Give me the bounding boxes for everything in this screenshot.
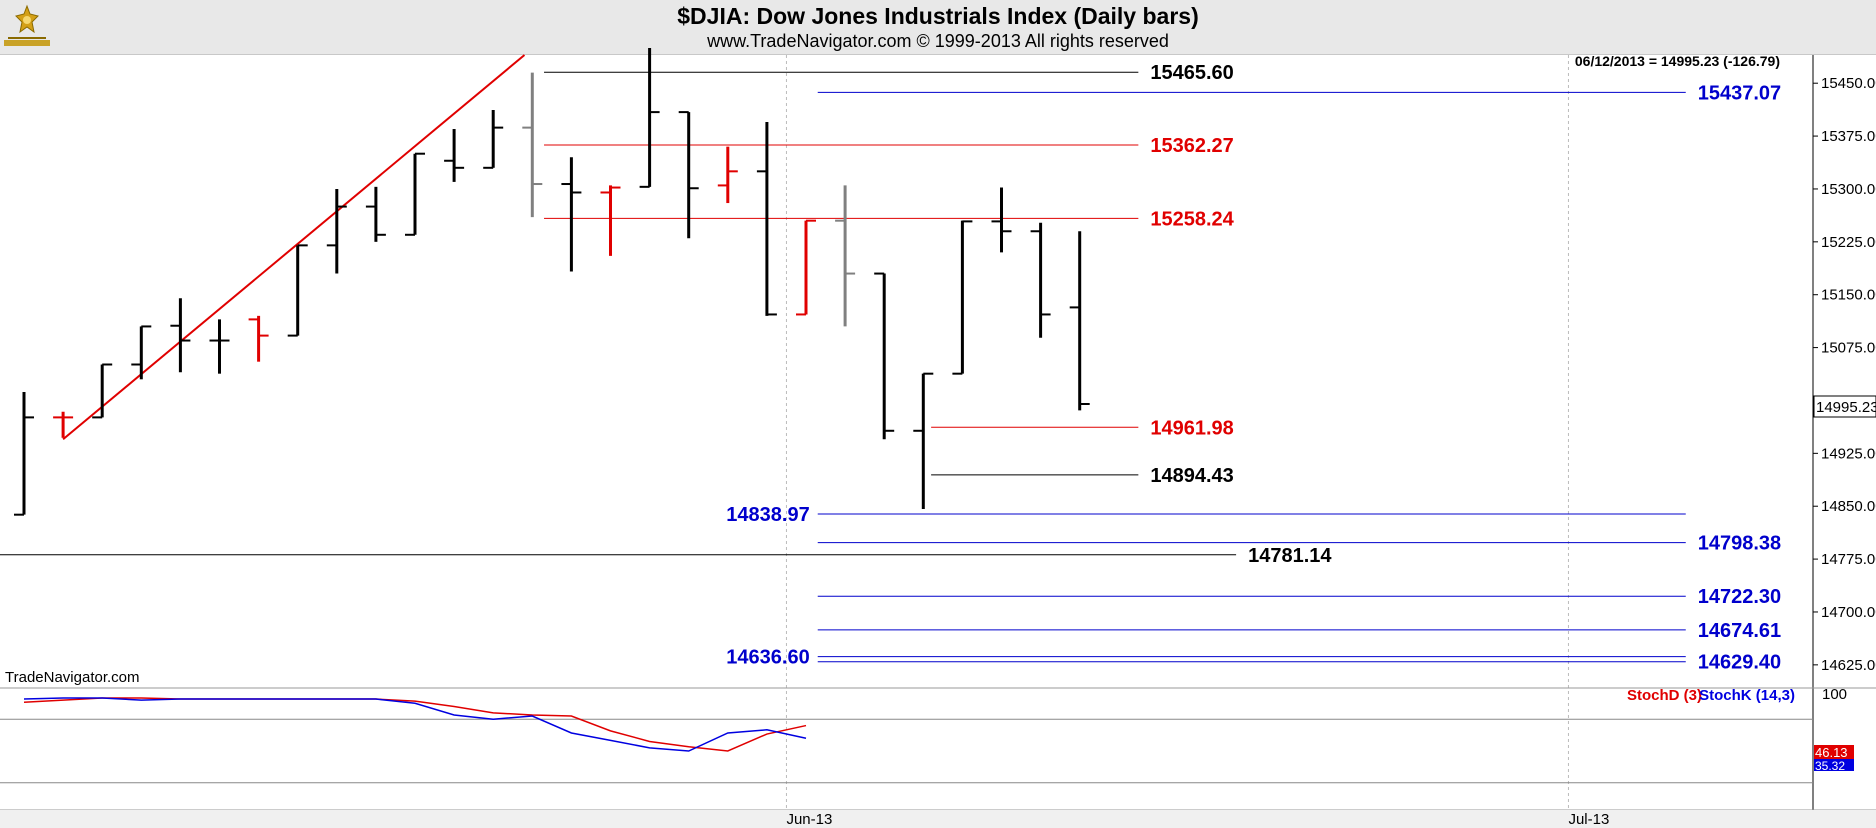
price-tick-label: 15075.00 [1821, 340, 1876, 357]
price-level-label: 15362.27 [1150, 135, 1233, 157]
price-level-label: 14781.14 [1248, 545, 1332, 567]
ohlc-bar [248, 315, 269, 362]
current-price-label: 14995.23 [1816, 399, 1876, 416]
ohlc-bar [1069, 231, 1090, 411]
date-tick-label: Jul-13 [1568, 811, 1609, 828]
price-level-label: 14629.40 [1698, 652, 1781, 674]
stochd-value-label: 46.13 [1815, 745, 1848, 760]
ohlc-bar [483, 109, 504, 169]
stoch-value-markers: 46.13 35.32 [1814, 745, 1854, 773]
watermark-label: TradeNavigator.com [5, 669, 140, 686]
price-tick-label: 15375.00 [1821, 128, 1876, 145]
price-level-label: 14798.38 [1698, 533, 1781, 555]
price-level-label: 14838.97 [726, 504, 809, 526]
ohlc-bar [952, 220, 973, 375]
price-level-label: 15258.24 [1150, 208, 1234, 230]
stoch-axis-top-label: 100 [1822, 686, 1847, 703]
ohlc-bar [405, 152, 425, 236]
price-tick-label: 15225.00 [1821, 234, 1876, 251]
price-tick-label: 14775.00 [1821, 551, 1876, 568]
chart-subtitle: www.TradeNavigator.com © 1999-2013 All r… [707, 31, 1169, 51]
ohlc-bar [287, 244, 308, 337]
ohlc-bar [444, 129, 465, 182]
ohlc-bar [561, 157, 582, 272]
ohlc-bar [522, 72, 543, 218]
ohlc-bar [209, 319, 230, 374]
price-tick-label: 15300.00 [1821, 181, 1876, 198]
chart-header: $DJIA: Dow Jones Industrials Index (Dail… [0, 0, 1876, 55]
price-level-label: 14636.60 [726, 647, 809, 669]
stochd-label: StochD (3) [1627, 687, 1702, 704]
ohlc-bar [14, 392, 34, 516]
current-price-marker: 14995.23 [1813, 395, 1876, 418]
ohlc-bar [991, 187, 1012, 253]
ohlc-bar [326, 188, 347, 274]
price-level-label: 14722.30 [1698, 586, 1781, 608]
ohlc-bar [53, 411, 74, 438]
price-level-label: 15465.60 [1150, 62, 1233, 84]
price-tick-label: 15450.00 [1821, 75, 1876, 92]
price-level-label: 14674.61 [1698, 620, 1781, 642]
trendline [62, 54, 526, 441]
stochastic-panel [0, 697, 1813, 784]
price-tick-label: 15150.00 [1821, 287, 1876, 304]
ohlc-bars [14, 47, 1090, 516]
stochd-line [23, 697, 807, 752]
ohlc-bar [365, 186, 386, 242]
ohlc-bar [874, 272, 895, 440]
trade-navigator-logo-icon [4, 4, 50, 46]
price-tick-label: 14625.00 [1821, 657, 1876, 674]
price-tick-label: 14700.00 [1821, 604, 1876, 621]
stochk-line [23, 697, 807, 752]
price-level-label: 14894.43 [1150, 465, 1233, 487]
ohlc-bar [756, 121, 777, 316]
stochk-value-label: 35.32 [1815, 759, 1845, 773]
price-tick-label: 14925.00 [1821, 445, 1876, 462]
price-axis: 15450.00 15375.00 15300.00 15225.00 15150.00… [0, 55, 1876, 828]
ohlc-bar [717, 146, 738, 204]
date-axis: Jun-13 Jul-13 [786, 811, 1609, 828]
ohlc-bar [639, 47, 660, 188]
ohlc-bar [1030, 222, 1051, 338]
ohlc-bar [796, 219, 816, 316]
last-quote-label: 06/12/2013 = 14995.23 (-126.79) [1575, 53, 1780, 69]
date-axis-bg [0, 810, 1876, 828]
stochk-label: StochK (14,3) [1699, 687, 1795, 704]
ohlc-bar [678, 111, 699, 239]
trendline-line [62, 54, 526, 441]
ohlc-bar [600, 185, 621, 256]
ohlc-bar [170, 298, 191, 373]
ohlc-bar [913, 372, 934, 510]
ohlc-bar [835, 185, 856, 327]
price-level-label: 14961.98 [1150, 417, 1233, 439]
price-level-label: 15437.07 [1698, 82, 1781, 104]
chart-title: $DJIA: Dow Jones Industrials Index (Dail… [677, 3, 1199, 29]
price-tick-label: 14850.00 [1821, 498, 1876, 515]
date-tick-label: Jun-13 [786, 811, 832, 828]
ohlc-bar [92, 363, 113, 419]
price-levels: 15465.60 15362.27 15258.24 14961.98 14894.43… [0, 62, 1781, 674]
ohlc-bar [131, 325, 152, 380]
